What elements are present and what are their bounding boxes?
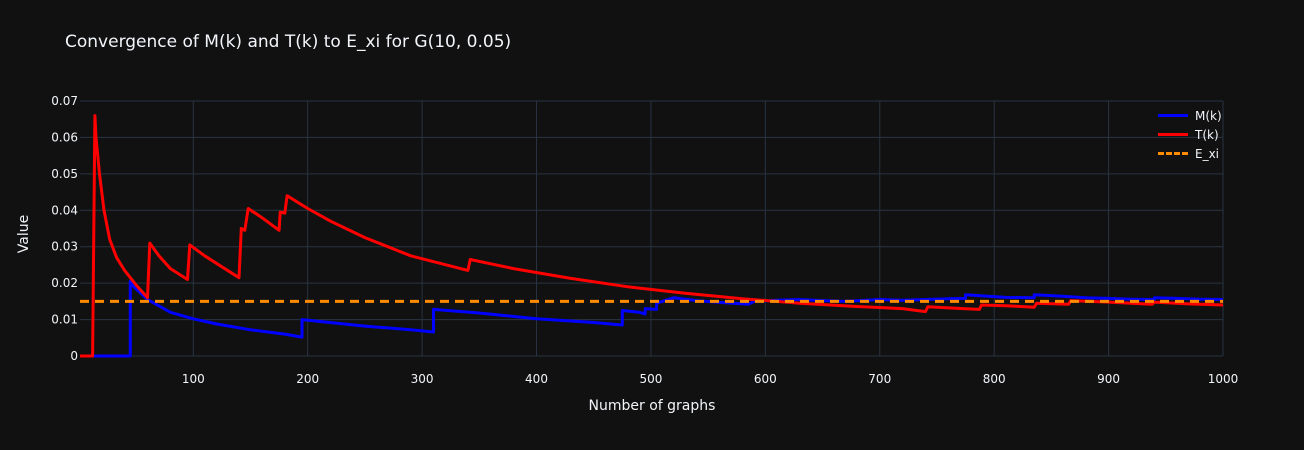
x-tick-label: 500 bbox=[639, 372, 662, 386]
x-tick-label: 100 bbox=[182, 372, 205, 386]
y-tick-label: 0.02 bbox=[51, 276, 78, 290]
legend-swatch-m bbox=[1158, 114, 1188, 117]
series-line-m-k-[interactable] bbox=[80, 281, 1223, 356]
legend-item-m[interactable]: M(k) bbox=[1158, 106, 1222, 125]
x-axis-label: Number of graphs bbox=[589, 398, 716, 414]
y-tick-label: 0.07 bbox=[51, 94, 78, 108]
x-tick-label: 200 bbox=[296, 372, 319, 386]
y-tick-label: 0.04 bbox=[51, 203, 78, 217]
x-tick-label: 700 bbox=[868, 372, 891, 386]
y-tick-label: 0.06 bbox=[51, 130, 78, 144]
x-tick-label: 1000 bbox=[1208, 372, 1239, 386]
grid-lines bbox=[80, 101, 1223, 356]
y-tick-label: 0.05 bbox=[51, 167, 78, 181]
legend-label-exi: E_xi bbox=[1195, 147, 1219, 161]
x-tick-label: 600 bbox=[754, 372, 777, 386]
y-tick-label: 0.01 bbox=[51, 313, 78, 327]
y-axis-label: Value bbox=[16, 215, 32, 253]
legend-item-t[interactable]: T(k) bbox=[1158, 125, 1222, 144]
x-tick-label: 300 bbox=[411, 372, 434, 386]
legend-label-m: M(k) bbox=[1195, 109, 1222, 123]
legend-label-t: T(k) bbox=[1195, 128, 1219, 142]
y-tick-label: 0.03 bbox=[51, 240, 78, 254]
x-tick-label: 800 bbox=[983, 372, 1006, 386]
x-tick-label: 400 bbox=[525, 372, 548, 386]
legend-item-exi[interactable]: E_xi bbox=[1158, 144, 1222, 163]
legend[interactable]: M(k) T(k) E_xi bbox=[1158, 106, 1222, 163]
legend-swatch-t bbox=[1158, 133, 1188, 136]
legend-swatch-exi bbox=[1158, 152, 1188, 155]
y-tick-label: 0 bbox=[70, 349, 78, 363]
x-tick-label: 900 bbox=[1097, 372, 1120, 386]
